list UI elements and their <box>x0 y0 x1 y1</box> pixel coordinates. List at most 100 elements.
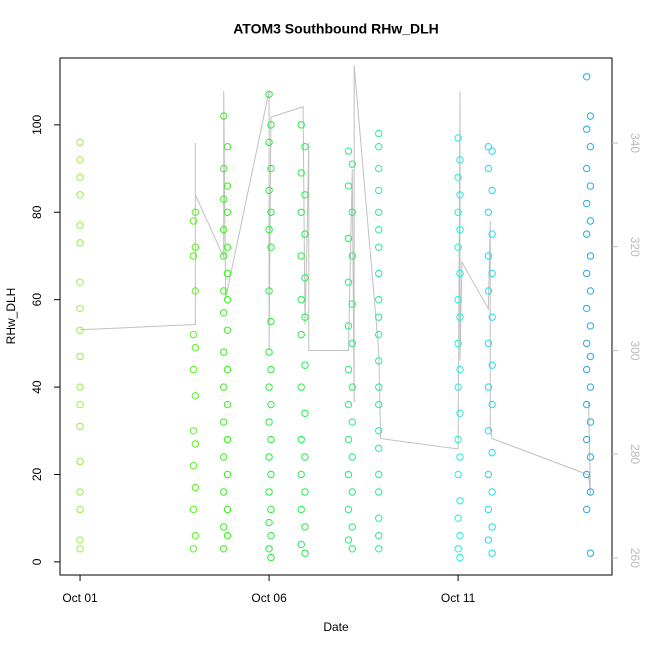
point <box>189 365 198 374</box>
point <box>348 252 356 260</box>
point <box>582 400 591 409</box>
point <box>348 488 356 496</box>
point <box>454 243 462 251</box>
point <box>484 383 493 391</box>
point <box>344 435 353 444</box>
point <box>76 156 84 164</box>
point <box>582 339 591 348</box>
point <box>375 514 383 522</box>
point <box>488 400 496 409</box>
point <box>223 243 232 251</box>
point <box>344 234 353 243</box>
point <box>220 309 228 317</box>
point <box>265 488 273 496</box>
point <box>267 243 275 251</box>
point <box>454 208 462 216</box>
point <box>76 239 84 247</box>
point <box>488 448 496 457</box>
y2-tick-label: 340 <box>628 133 642 153</box>
point <box>488 488 496 496</box>
point <box>454 295 462 304</box>
point <box>76 278 84 286</box>
point <box>454 470 462 479</box>
point <box>220 112 228 120</box>
point <box>220 348 228 356</box>
point <box>586 182 595 190</box>
point <box>189 252 198 260</box>
point <box>344 322 353 330</box>
point <box>223 269 232 278</box>
point <box>582 230 591 238</box>
point <box>301 409 309 418</box>
point <box>348 523 356 531</box>
point <box>375 357 383 365</box>
point <box>76 400 84 409</box>
point <box>586 453 595 461</box>
point <box>265 518 273 527</box>
point <box>223 505 232 514</box>
point <box>189 505 198 514</box>
point <box>76 545 84 553</box>
point <box>189 545 198 553</box>
point <box>267 317 275 326</box>
point <box>76 383 84 391</box>
point <box>189 462 198 470</box>
point <box>267 121 275 129</box>
point <box>586 418 595 426</box>
point <box>265 138 273 147</box>
point <box>297 435 305 444</box>
point <box>375 208 383 216</box>
point <box>76 488 84 496</box>
point <box>375 488 383 496</box>
point <box>375 164 383 173</box>
point <box>223 531 232 540</box>
point <box>265 383 273 391</box>
point <box>456 191 464 199</box>
y-tick-label: 80 <box>30 205 44 219</box>
point <box>375 226 383 234</box>
y-tick-label: 40 <box>30 380 44 394</box>
point <box>76 138 84 147</box>
point <box>586 488 595 496</box>
x-tick-label: Oct 11 <box>441 591 476 605</box>
point <box>456 453 464 461</box>
point <box>344 278 353 286</box>
point <box>582 164 591 173</box>
point <box>454 383 462 391</box>
point <box>582 304 591 313</box>
point <box>191 392 200 400</box>
chart-title: ATOM3 Southbound RHw_DLH <box>233 21 439 37</box>
point <box>220 226 228 234</box>
point <box>344 365 353 374</box>
point <box>297 330 305 339</box>
point <box>301 361 309 369</box>
point <box>265 348 273 356</box>
point <box>189 330 198 339</box>
point <box>220 252 228 260</box>
point <box>456 313 464 321</box>
point <box>586 287 595 295</box>
point <box>456 531 464 540</box>
point <box>348 418 356 426</box>
point <box>344 505 353 514</box>
point <box>484 208 493 216</box>
point <box>586 383 595 391</box>
point <box>265 186 273 195</box>
point <box>375 269 383 278</box>
y2-tick-label: 300 <box>628 340 642 360</box>
point <box>223 326 232 334</box>
point <box>582 435 591 444</box>
point <box>223 470 232 479</box>
point <box>301 230 309 238</box>
point <box>586 143 595 151</box>
point <box>297 470 305 479</box>
point <box>454 134 462 142</box>
y-tick-label: 20 <box>30 467 44 481</box>
point <box>375 545 383 553</box>
point <box>484 505 493 514</box>
point <box>223 400 232 409</box>
point <box>297 208 305 216</box>
point <box>223 435 232 444</box>
point <box>220 287 228 295</box>
point <box>297 295 305 304</box>
